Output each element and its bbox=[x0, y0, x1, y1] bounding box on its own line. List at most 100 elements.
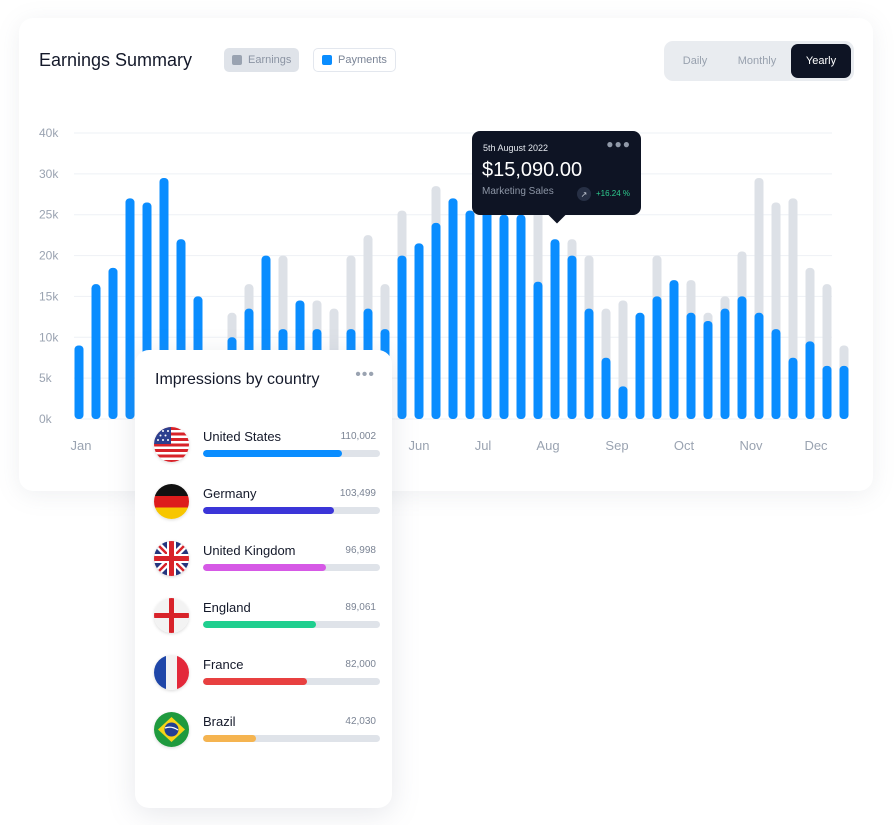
payments-bar bbox=[635, 312, 645, 419]
payments-bar bbox=[431, 222, 441, 419]
x-tick-label: Jul bbox=[475, 438, 492, 453]
y-tick-label: 40k bbox=[39, 126, 59, 140]
progress-fill bbox=[203, 564, 326, 571]
period-monthly-button[interactable]: Monthly bbox=[737, 55, 777, 67]
y-tick-label: 15k bbox=[39, 289, 59, 303]
payments-bar bbox=[686, 312, 696, 419]
tooltip-more-icon[interactable]: ●●● bbox=[606, 137, 631, 151]
y-tick-label: 20k bbox=[39, 249, 59, 263]
progress-track bbox=[203, 678, 380, 685]
country-row: Germany 103,499 bbox=[135, 482, 392, 522]
country-row: Brazil 42,030 bbox=[135, 710, 392, 750]
payments-bar bbox=[754, 312, 764, 419]
payments-bar bbox=[601, 357, 611, 419]
payments-bar bbox=[533, 281, 543, 419]
tooltip-change: +16.24 % bbox=[596, 189, 631, 198]
country-name: France bbox=[203, 657, 244, 672]
payments-bar bbox=[465, 210, 475, 419]
progress-track bbox=[203, 564, 380, 571]
germany-flag-icon bbox=[154, 484, 189, 519]
x-tick-label: Jun bbox=[409, 438, 430, 453]
payments-bar bbox=[448, 198, 458, 419]
progress-track bbox=[203, 621, 380, 628]
y-tick-label: 30k bbox=[39, 167, 59, 181]
earnings-summary-card: Earnings Summary Earnings Payments Daily… bbox=[19, 18, 873, 491]
x-tick-label: Oct bbox=[674, 438, 695, 453]
legend-payments-label: Payments bbox=[338, 54, 387, 66]
more-options-icon[interactable]: ••• bbox=[355, 366, 375, 383]
payments-bar bbox=[482, 198, 492, 419]
chart-tooltip: 5th August 2022 ●●● $15,090.00 Marketing… bbox=[472, 131, 641, 215]
y-tick-label: 0k bbox=[39, 412, 53, 426]
country-row: England 89,061 bbox=[135, 596, 392, 636]
earnings-swatch bbox=[232, 55, 242, 65]
country-value: 42,030 bbox=[345, 716, 376, 727]
payments-bar bbox=[108, 267, 118, 419]
tooltip-date: 5th August 2022 bbox=[483, 143, 549, 153]
country-value: 110,002 bbox=[340, 431, 376, 442]
us-flag-icon bbox=[154, 427, 189, 462]
payments-bar bbox=[788, 357, 798, 419]
chart-title: Earnings Summary bbox=[39, 50, 193, 70]
impressions-panel: Impressions by country ••• United States… bbox=[135, 350, 392, 808]
y-tick-label: 10k bbox=[39, 330, 59, 344]
country-name: United States bbox=[203, 429, 282, 444]
period-selector: Daily Monthly Yearly bbox=[664, 41, 854, 81]
payments-bar bbox=[91, 284, 101, 419]
y-tick-label: 5k bbox=[39, 371, 53, 385]
country-value: 96,998 bbox=[345, 545, 376, 556]
england-flag-icon bbox=[154, 598, 189, 633]
tooltip-label: Marketing Sales bbox=[482, 186, 554, 197]
country-name: England bbox=[203, 600, 251, 615]
payments-bar bbox=[720, 308, 730, 419]
brazil-flag-icon bbox=[154, 712, 189, 747]
x-tick-label: Dec bbox=[804, 438, 828, 453]
progress-fill bbox=[203, 507, 334, 514]
payments-bar bbox=[499, 214, 509, 419]
progress-fill bbox=[203, 678, 307, 685]
payments-bar bbox=[125, 198, 135, 419]
progress-track bbox=[203, 735, 380, 742]
payments-swatch bbox=[322, 55, 332, 65]
country-name: Brazil bbox=[203, 714, 236, 729]
progress-track bbox=[203, 507, 380, 514]
payments-bar bbox=[414, 243, 424, 419]
country-name: Germany bbox=[203, 486, 257, 501]
progress-fill bbox=[203, 621, 316, 628]
progress-fill bbox=[203, 450, 343, 457]
legend-payments-toggle[interactable]: Payments bbox=[313, 48, 396, 72]
trend-up-icon: ↗ bbox=[577, 187, 591, 201]
payments-bar bbox=[771, 329, 781, 419]
x-tick-label: Nov bbox=[739, 438, 763, 453]
country-row: United States 110,002 bbox=[135, 425, 392, 465]
payments-bar bbox=[618, 386, 628, 419]
legend-earnings-toggle[interactable]: Earnings bbox=[224, 48, 300, 72]
payments-bar bbox=[652, 296, 662, 419]
payments-bar bbox=[669, 280, 679, 419]
payments-bar bbox=[805, 341, 815, 419]
payments-bar bbox=[516, 214, 526, 419]
france-flag-icon bbox=[154, 655, 189, 690]
payments-bar bbox=[567, 255, 577, 419]
progress-fill bbox=[203, 735, 257, 742]
tooltip-value: $15,090.00 bbox=[482, 159, 583, 181]
uk-flag-icon bbox=[154, 541, 189, 576]
period-daily-button[interactable]: Daily bbox=[682, 55, 708, 67]
payments-bar bbox=[550, 239, 560, 419]
country-row: United Kingdom 96,998 bbox=[135, 539, 392, 579]
payments-bar bbox=[397, 255, 407, 419]
progress-track bbox=[203, 450, 380, 457]
payments-bar bbox=[584, 308, 594, 419]
period-yearly-button[interactable]: Yearly bbox=[791, 44, 851, 78]
country-value: 82,000 bbox=[345, 659, 376, 670]
y-tick-label: 25k bbox=[39, 208, 59, 222]
country-value: 103,499 bbox=[339, 488, 376, 499]
payments-bar bbox=[839, 365, 849, 419]
payments-bar bbox=[703, 320, 713, 419]
x-tick-label: Sep bbox=[605, 438, 628, 453]
country-value: 89,061 bbox=[345, 602, 376, 613]
x-tick-label: Aug bbox=[536, 438, 559, 453]
legend-earnings-label: Earnings bbox=[248, 54, 292, 66]
x-tick-label: Jan bbox=[71, 438, 92, 453]
payments-bar bbox=[822, 365, 832, 419]
